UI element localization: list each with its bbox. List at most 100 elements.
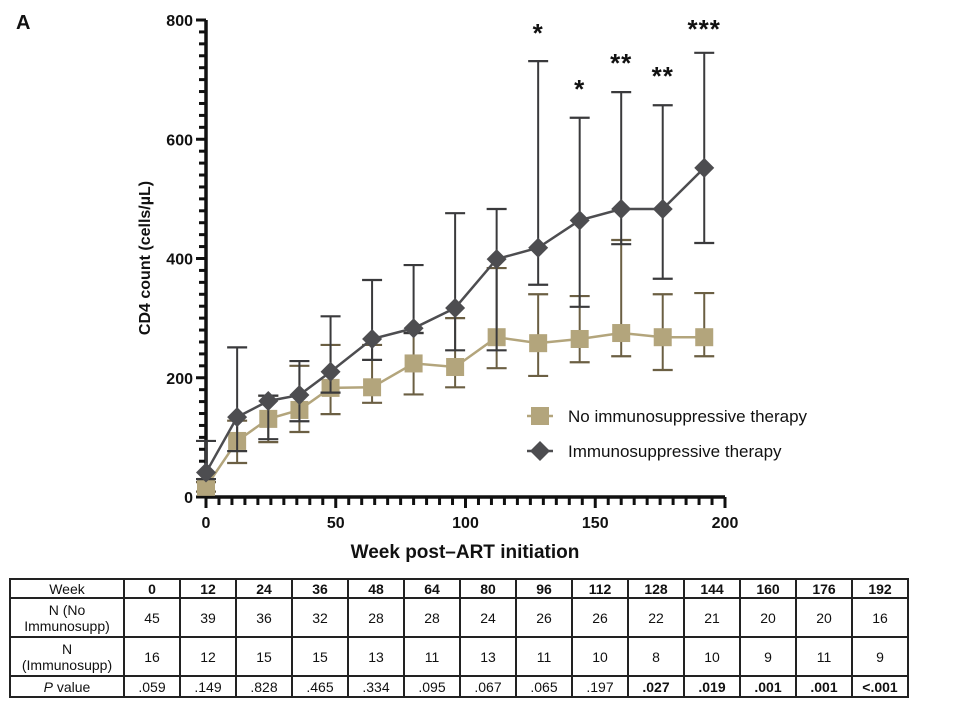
- table-cell: 11: [515, 636, 573, 677]
- table-cell: 11: [795, 636, 853, 677]
- error-bar: [652, 104, 673, 280]
- legend-diamond-marker: [530, 441, 550, 461]
- y-tick-label: 0: [184, 490, 193, 507]
- table-pvalue-cell: .001: [739, 675, 797, 698]
- table-pvalue-cell: .149: [179, 675, 237, 698]
- x-tick-label: 150: [582, 515, 609, 532]
- data-point-square: [363, 378, 382, 397]
- table-header-label: Week: [9, 578, 125, 599]
- x-tick-label: 50: [327, 515, 345, 532]
- series-immunosuppressive: [196, 51, 715, 483]
- axes: 0 200 400 600 800 0 50 100 150 200: [166, 13, 738, 532]
- data-point-diamond: [528, 237, 549, 258]
- data-point-square: [404, 354, 423, 373]
- data-point-square: [197, 477, 215, 496]
- error-bar: [486, 207, 507, 352]
- table-week-header: 128: [627, 578, 685, 599]
- table-cell: 16: [123, 636, 181, 677]
- table-pvalue-cell: <.001: [851, 675, 909, 698]
- table-cell: 10: [683, 636, 741, 677]
- table-cell: 26: [571, 597, 629, 638]
- table-pvalue-cell: .197: [571, 675, 629, 698]
- table-cell: 9: [851, 636, 909, 677]
- y-tick-label: 200: [166, 371, 193, 388]
- table-row-label: N (Immunosupp): [9, 636, 125, 677]
- table-cell: 8: [627, 636, 685, 677]
- table-week-header: 112: [571, 578, 629, 599]
- data-point-diamond: [445, 297, 466, 318]
- legend-item: No immunosuppressive therapy: [527, 407, 808, 426]
- table-pvalue-cell: .334: [347, 675, 405, 698]
- table-cell: 13: [347, 636, 405, 677]
- legend-label: No immunosuppressive therapy: [568, 407, 808, 426]
- row-label-line: Immunosupp): [24, 617, 110, 634]
- sample-size-table: Week 0 12 24 36 48 64 80 96 112 128 144 160 176 192 N (…: [9, 578, 909, 698]
- table-pvalue-cell: .465: [291, 675, 349, 698]
- table-cell: 11: [403, 636, 461, 677]
- legend-item: Immunosuppressive therapy: [527, 441, 782, 461]
- data-point-diamond: [362, 328, 383, 349]
- table-cell: 20: [795, 597, 853, 638]
- significance-stars: ***: [688, 14, 721, 44]
- significance-annotations: **** *****: [533, 14, 721, 104]
- table-cell: 22: [627, 597, 685, 638]
- table-week-header: 192: [851, 578, 909, 599]
- significance-stars: **: [652, 61, 674, 91]
- table-week-header: 48: [347, 578, 405, 599]
- data-point-diamond: [258, 391, 279, 412]
- y-tick-label: 600: [166, 132, 193, 149]
- error-bar: [611, 91, 632, 246]
- table-cell: 36: [235, 597, 293, 638]
- data-point-diamond: [611, 199, 632, 220]
- p-label-text: value: [52, 678, 91, 695]
- y-tick-label: 800: [166, 13, 193, 30]
- table-cell: 9: [739, 636, 797, 677]
- table-pvalue-cell: .027: [627, 675, 685, 698]
- data-point-diamond: [196, 462, 216, 483]
- x-tick-label: 0: [202, 515, 211, 532]
- x-axis-label: Week post–ART initiation: [351, 542, 580, 563]
- error-bar: [227, 346, 248, 453]
- table-cell: 12: [179, 636, 237, 677]
- table-cell: 39: [179, 597, 237, 638]
- table-week-header: 24: [235, 578, 293, 599]
- table-cell: 24: [459, 597, 517, 638]
- table-cell: 32: [291, 597, 349, 638]
- data-point-square: [695, 328, 714, 347]
- table-cell: 15: [291, 636, 349, 677]
- data-point-diamond: [694, 157, 715, 178]
- table-cell: 16: [851, 597, 909, 638]
- table-row: N (Immunosupp) 16 12 15 15 13 11 13 11 10 8 10 9 11 9: [9, 636, 909, 677]
- table-row-label: P value: [9, 675, 125, 698]
- table-header-row: Week 0 12 24 36 48 64 80 96 112 128 144 160 176 192: [9, 578, 909, 599]
- table-week-header: 36: [291, 578, 349, 599]
- table-week-header: 64: [403, 578, 461, 599]
- y-axis-label: CD4 count (cells/µL): [137, 181, 154, 335]
- data-point-diamond: [403, 318, 424, 339]
- table-cell: 28: [347, 597, 405, 638]
- table-cell: 21: [683, 597, 741, 638]
- data-point-diamond: [569, 210, 590, 231]
- table-cell: 28: [403, 597, 461, 638]
- table-week-header: 12: [179, 578, 237, 599]
- legend: No immunosuppressive therapy Immunosuppre…: [527, 407, 808, 461]
- row-label-line: N: [61, 640, 73, 657]
- table-week-header: 80: [459, 578, 517, 599]
- data-point-diamond: [652, 199, 673, 220]
- table-cell: 10: [571, 636, 629, 677]
- table-cell: 15: [235, 636, 293, 677]
- table-row: N (No Immunosupp) 45 39 36 32 28 28 24 26 26 22 21 20…: [9, 597, 909, 638]
- table-cell: 26: [515, 597, 573, 638]
- data-point-diamond: [320, 361, 341, 382]
- data-point-diamond: [227, 407, 248, 428]
- significance-stars: **: [610, 48, 632, 78]
- legend-label: Immunosuppressive therapy: [568, 442, 782, 461]
- table-pvalue-cell: .065: [515, 675, 573, 698]
- table-week-header: 96: [515, 578, 573, 599]
- series-layer: [196, 51, 715, 496]
- x-tick-label: 200: [712, 515, 739, 532]
- data-point-square: [446, 358, 465, 377]
- data-point-square: [612, 324, 631, 343]
- table-pvalue-cell: .019: [683, 675, 741, 698]
